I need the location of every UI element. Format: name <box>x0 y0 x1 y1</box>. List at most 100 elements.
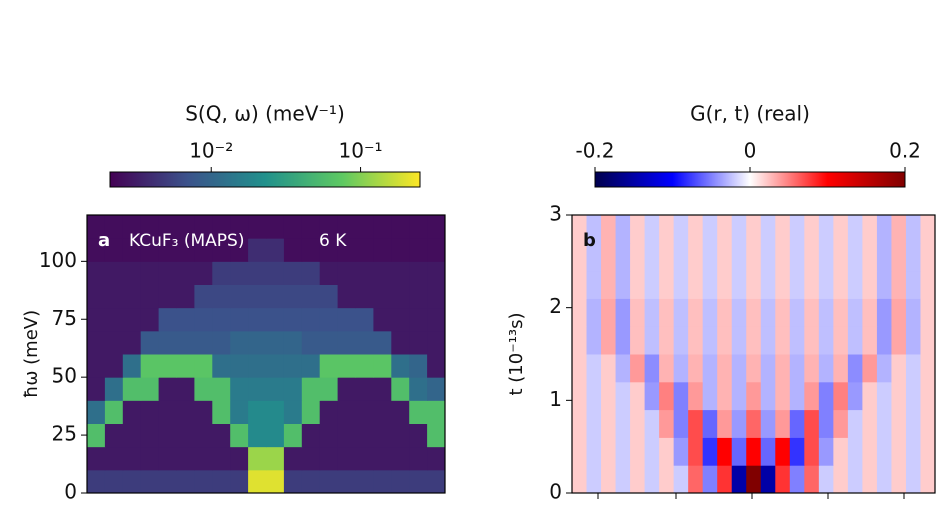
heat-cell <box>615 298 631 327</box>
heat-cell <box>194 354 213 378</box>
heat-cell <box>283 307 303 332</box>
heat-cell <box>731 437 747 466</box>
heat-cell <box>122 446 142 471</box>
heat-cell <box>176 284 195 309</box>
y-tick-label: 1 <box>549 387 562 411</box>
heat-cell <box>717 381 733 411</box>
heat-cell <box>804 270 820 299</box>
heat-cell <box>373 469 392 494</box>
heat-cell <box>905 465 921 494</box>
heat-cell <box>140 330 160 355</box>
heat-cell <box>301 261 321 285</box>
heat-cell <box>673 437 689 466</box>
heat-cell <box>87 400 106 424</box>
y-tick-label: 100 <box>39 248 77 272</box>
heat-cell <box>87 330 106 355</box>
heat-cell <box>337 423 356 448</box>
heat-cell <box>427 400 446 424</box>
heat-cell <box>833 298 849 327</box>
heat-cell <box>659 354 675 383</box>
y-tick-label: 25 <box>52 422 77 446</box>
heat-cell <box>702 437 718 466</box>
heat-cell <box>731 242 747 272</box>
heat-cell <box>230 400 249 424</box>
heat-cell <box>194 469 213 494</box>
heat-cell <box>266 330 285 355</box>
heat-cell <box>775 270 791 299</box>
heat-cell <box>87 307 106 332</box>
heat-cell <box>104 400 124 424</box>
heat-cell <box>659 298 675 327</box>
heat-cell <box>688 215 704 244</box>
heat-cell <box>760 270 776 299</box>
heat-cell <box>644 465 660 494</box>
heat-cell <box>301 469 321 494</box>
heat-cell <box>266 261 285 285</box>
heat-cell <box>283 377 303 401</box>
heat-cell <box>920 242 936 272</box>
heat-cell <box>601 326 617 355</box>
heat-cell <box>230 446 249 471</box>
heat-cell <box>818 215 834 244</box>
heat-cell <box>87 446 106 471</box>
heat-cell <box>122 377 142 401</box>
heat-cell <box>158 330 177 355</box>
heat-cell <box>775 215 791 244</box>
heat-cell <box>301 238 321 262</box>
heat-cell <box>876 437 892 466</box>
heat-cell <box>876 326 892 355</box>
heat-cell <box>391 261 410 285</box>
heat-cell <box>122 261 142 285</box>
heat-cell <box>248 284 267 309</box>
heat-cell <box>804 465 820 494</box>
heat-cell <box>122 307 142 332</box>
heat-cell <box>409 238 428 262</box>
heat-cell <box>283 215 303 239</box>
heat-cell <box>630 465 646 494</box>
heat-cell <box>301 215 321 239</box>
heat-cell <box>891 409 907 438</box>
heat-cell <box>702 270 718 299</box>
heat-cell <box>659 409 675 438</box>
heat-cell <box>337 238 356 262</box>
heat-cell <box>212 400 231 424</box>
heat-cell <box>673 270 689 299</box>
heat-cell <box>373 377 392 401</box>
heat-cell <box>373 215 392 239</box>
heat-cell <box>615 381 631 411</box>
heat-cell <box>391 354 410 378</box>
heat-cell <box>176 238 195 262</box>
heat-cell <box>337 354 356 378</box>
heat-cell <box>586 437 602 466</box>
heat-cell <box>601 215 617 244</box>
heat-cell <box>659 326 675 355</box>
heat-cell <box>876 298 892 327</box>
heat-cell <box>266 284 285 309</box>
heat-cell <box>427 261 446 285</box>
heat-cell <box>804 381 820 411</box>
heat-cell <box>586 298 602 327</box>
heat-cell <box>104 423 124 448</box>
heat-cell <box>266 354 285 378</box>
heat-cell <box>266 377 285 401</box>
heat-cell <box>337 377 356 401</box>
heat-cell <box>847 326 863 355</box>
heat-cell <box>319 354 339 378</box>
heat-cell <box>818 437 834 466</box>
heat-cell <box>586 354 602 383</box>
heat-cell <box>775 409 791 438</box>
heat-cell <box>630 215 646 244</box>
heat-cell <box>373 261 392 285</box>
heat-cell <box>230 423 249 448</box>
heat-cell <box>630 381 646 411</box>
heat-cell <box>804 437 820 466</box>
heat-cell <box>891 326 907 355</box>
heat-cell <box>337 284 356 309</box>
heat-cell <box>266 238 285 262</box>
heat-cell <box>673 242 689 272</box>
heat-cell <box>876 215 892 244</box>
heat-cell <box>659 242 675 272</box>
heat-cell <box>920 465 936 494</box>
heat-cell <box>862 465 878 494</box>
heat-cell <box>373 423 392 448</box>
